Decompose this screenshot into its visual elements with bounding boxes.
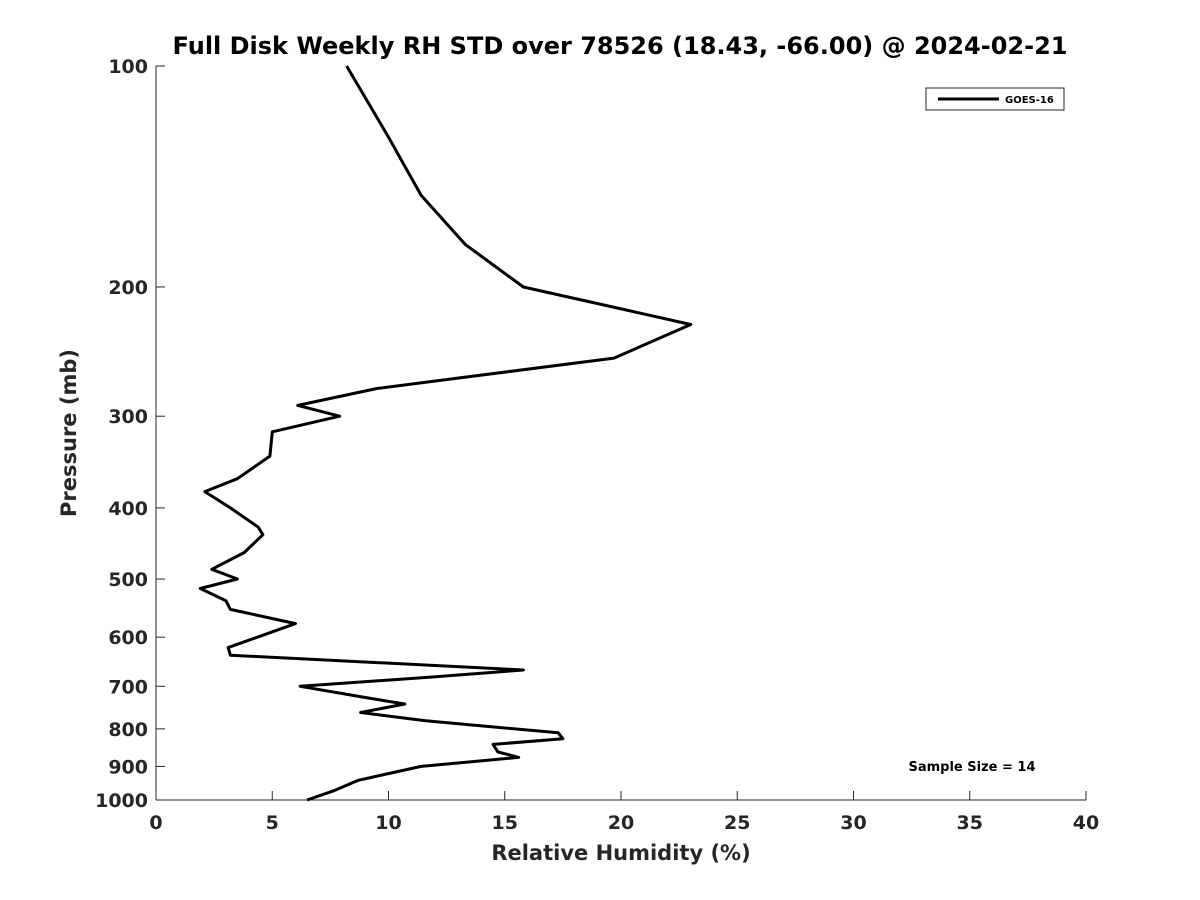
- x-tick-label: 0: [149, 812, 162, 834]
- legend: GOES-16: [925, 87, 1065, 111]
- x-tick-label: 35: [957, 812, 983, 834]
- y-tick-label: 700: [108, 676, 148, 698]
- legend-label-goes16: GOES-16: [1005, 95, 1054, 106]
- y-tick-label: 600: [108, 627, 148, 649]
- y-axis-label: Pressure (mb): [57, 349, 81, 517]
- y-tick-label: 300: [108, 406, 148, 428]
- x-ticks: 0 5 10 15 20 25 30 35 40: [149, 791, 1099, 834]
- series-group: [198, 65, 693, 802]
- x-tick-label: 20: [608, 812, 634, 834]
- y-tick-label: 100: [108, 56, 148, 78]
- y-tick-label: 400: [108, 498, 148, 520]
- x-tick-label: 15: [492, 812, 518, 834]
- chart-title: Full Disk Weekly RH STD over 78526 (18.4…: [173, 32, 1068, 60]
- x-tick-label: 5: [266, 812, 279, 834]
- x-tick-label: 30: [840, 812, 866, 834]
- series-line-goes-16: [198, 65, 693, 802]
- y-tick-label: 200: [108, 277, 148, 299]
- y-ticks: 100 200 300 400 500 600 700 800 900 1000: [95, 56, 165, 812]
- x-axis-label: Relative Humidity (%): [491, 841, 750, 865]
- y-tick-label: 1000: [95, 790, 148, 812]
- y-tick-label: 900: [108, 756, 148, 778]
- x-tick-label: 40: [1073, 812, 1099, 834]
- y-tick-label: 800: [108, 719, 148, 741]
- y-tick-label: 500: [108, 569, 148, 591]
- x-tick-label: 25: [724, 812, 750, 834]
- sample-size-annotation: Sample Size = 14: [908, 760, 1035, 775]
- plot-area: 0 5 10 15 20 25 30 35 40 100 200 300 400 500 600 700 80…: [95, 56, 1099, 834]
- x-tick-label: 10: [375, 812, 401, 834]
